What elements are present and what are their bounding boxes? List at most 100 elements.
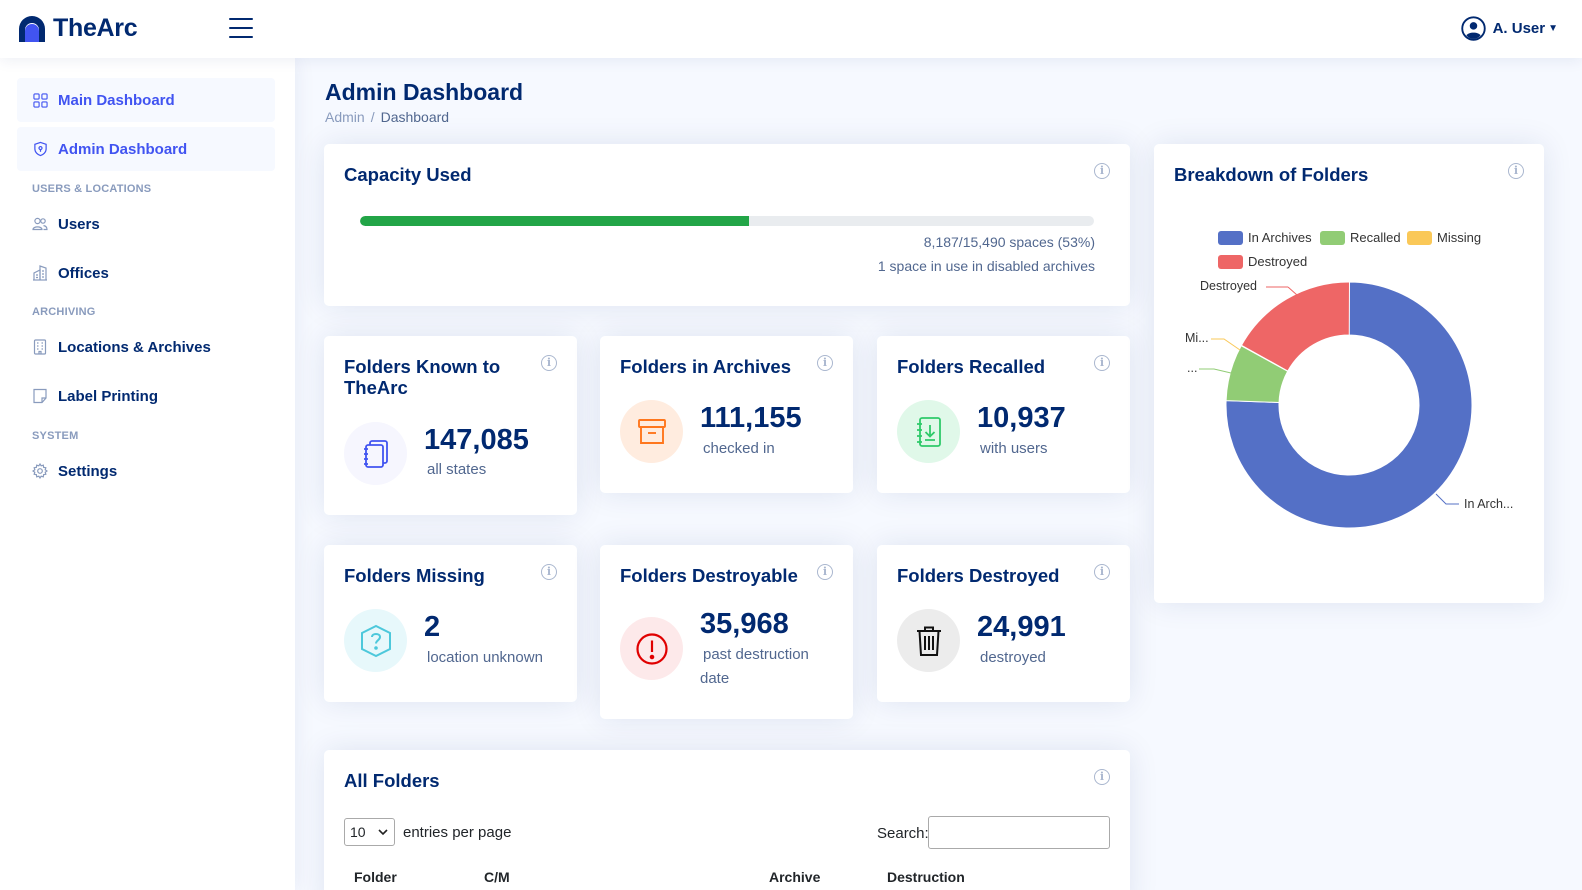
- capacity-spaces-text: 8,187/15,490 spaces (53%): [923, 234, 1095, 250]
- breadcrumb-admin[interactable]: Admin: [325, 109, 365, 125]
- breadcrumb-dashboard: Dashboard: [380, 109, 450, 125]
- card-title: Folders Recalled: [897, 356, 1046, 377]
- info-icon[interactable]: i: [1094, 769, 1110, 785]
- page-title: Admin Dashboard: [325, 79, 524, 105]
- info-icon[interactable]: i: [541, 564, 557, 580]
- sidebar-item-label: Users: [58, 215, 100, 233]
- column-header-destruction[interactable]: Destruction: [887, 869, 965, 885]
- legend-label: Missing: [1437, 230, 1482, 245]
- gear-icon: [32, 463, 48, 479]
- capacity-progress-bar: [360, 216, 1094, 226]
- archive-box-icon: [620, 400, 683, 463]
- user-name: A. User: [1492, 20, 1546, 37]
- sidebar-item-main-dashboard[interactable]: Main Dashboard: [17, 78, 275, 122]
- menu-toggle-icon[interactable]: [229, 18, 253, 40]
- top-header: TheArc A. User ▼: [0, 0, 1582, 58]
- sidebar-item-label: Settings: [58, 462, 118, 480]
- column-header-cm[interactable]: C/M: [484, 869, 510, 885]
- logo[interactable]: TheArc: [17, 14, 138, 43]
- notebook-icon: [344, 422, 407, 485]
- legend-label: Destroyed: [1248, 254, 1308, 269]
- legend-label: Recalled: [1350, 230, 1401, 245]
- sidebar-item-admin-dashboard[interactable]: Admin Dashboard: [17, 127, 275, 171]
- donut-slice-destroyed[interactable]: [1240, 281, 1350, 372]
- card-title: Folders Destroyable: [620, 565, 798, 586]
- info-icon[interactable]: i: [1094, 564, 1110, 580]
- sidebar-item-offices[interactable]: Offices: [17, 251, 275, 295]
- slice-label-destroyed: Destroyed: [1200, 279, 1257, 293]
- grid-icon: [32, 92, 48, 108]
- building-icon: [32, 265, 48, 281]
- sidebar-item-label: Label Printing: [58, 387, 159, 405]
- legend-item-recalled[interactable]: Recalled: [1320, 230, 1401, 245]
- stat-card-missing: Folders Missing i 2 location unknown: [324, 545, 577, 702]
- stat-card-archives: Folders in Archives i 111,155 checked in: [600, 336, 853, 493]
- card-title: Folders Missing: [344, 565, 485, 586]
- search-input[interactable]: [928, 816, 1110, 849]
- sidebar-item-label-printing[interactable]: Label Printing: [17, 374, 275, 418]
- stat-subtitle: checked in: [703, 440, 775, 457]
- nav-heading-archiving: ARCHIVING: [32, 306, 96, 318]
- card-title: Folders Known to TheArc: [344, 356, 501, 398]
- alert-circle-icon: [620, 617, 683, 680]
- nav-heading-system: SYSTEM: [32, 430, 79, 442]
- stat-card-destroyable: Folders Destroyable i 35,968 past destru…: [600, 545, 853, 719]
- label-line-recalled: [1199, 368, 1232, 374]
- card-title: Folders in Archives: [620, 356, 792, 377]
- download-notebook-icon: [897, 400, 960, 463]
- nav-heading-users-locations: USERS & LOCATIONS: [32, 183, 152, 195]
- slice-label-missing: Mi...: [1185, 331, 1209, 345]
- sidebar-item-label: Main Dashboard: [58, 91, 175, 109]
- stat-value: 2: [424, 611, 441, 643]
- page-size-select[interactable]: 10: [344, 818, 395, 846]
- column-header-folder[interactable]: Folder: [354, 869, 397, 885]
- user-avatar-icon: [1460, 16, 1486, 41]
- legend-item-archives[interactable]: In Archives: [1218, 230, 1312, 245]
- question-icon: [344, 609, 407, 672]
- card-title: Capacity Used: [344, 164, 472, 185]
- card-title: All Folders: [344, 770, 440, 791]
- info-icon[interactable]: i: [1094, 355, 1110, 371]
- slice-label-archives: In Arch...: [1464, 497, 1513, 511]
- user-menu[interactable]: A. User ▼: [1460, 16, 1558, 41]
- stat-value: 10,937: [977, 402, 1066, 434]
- stat-value: 111,155: [700, 402, 802, 434]
- sidebar-item-settings[interactable]: Settings: [17, 449, 275, 493]
- sidebar-item-label: Offices: [58, 264, 109, 282]
- entries-label: entries per page: [403, 823, 512, 841]
- sidebar-item-label: Admin Dashboard: [58, 140, 188, 158]
- arc-logo-icon: [19, 15, 45, 42]
- chevron-down-icon: ▼: [1548, 23, 1558, 34]
- trash-icon: [897, 609, 960, 672]
- sidebar-item-locations-archives[interactable]: Locations & Archives: [17, 325, 275, 369]
- users-icon: [32, 216, 48, 232]
- breadcrumb: Admin / Dashboard: [325, 109, 450, 125]
- card-title: Folders Destroyed: [897, 565, 1060, 586]
- info-icon[interactable]: i: [541, 355, 557, 371]
- stat-card-recalled: Folders Recalled i 10,937 with users: [877, 336, 1130, 493]
- stat-value: 147,085: [424, 424, 529, 456]
- app-name: TheArc: [53, 14, 138, 42]
- stat-value: 35,968: [700, 608, 789, 640]
- column-header-archive[interactable]: Archive: [769, 869, 821, 885]
- stat-subtitle: with users: [980, 440, 1048, 457]
- donut-slice-in-archives[interactable]: [1225, 281, 1473, 529]
- stat-card-known: Folders Known to TheArc i 147,085 all st…: [324, 336, 577, 515]
- label-icon: [32, 388, 48, 404]
- info-icon[interactable]: i: [817, 355, 833, 371]
- label-line-missing: [1211, 338, 1241, 351]
- legend-item-destroyed[interactable]: Destroyed: [1218, 254, 1307, 269]
- stat-subtitle: all states: [427, 461, 487, 478]
- info-icon[interactable]: i: [1094, 163, 1110, 179]
- info-icon[interactable]: i: [1508, 163, 1524, 179]
- sidebar-item-users[interactable]: Users: [17, 202, 275, 246]
- search-label: Search:: [877, 825, 929, 842]
- stat-subtitle: destroyed: [980, 649, 1046, 666]
- legend-label: In Archives: [1248, 230, 1312, 245]
- breakdown-card: Breakdown of Folders i In Archives Recal…: [1154, 144, 1544, 603]
- legend-item-missing[interactable]: Missing: [1407, 230, 1481, 245]
- info-icon[interactable]: i: [817, 564, 833, 580]
- stat-card-destroyed: Folders Destroyed i 24,991 destroyed: [877, 545, 1130, 702]
- stat-subtitle: past destruction date: [700, 646, 809, 687]
- all-folders-card: All Folders i 10 entries per page Search…: [324, 750, 1130, 890]
